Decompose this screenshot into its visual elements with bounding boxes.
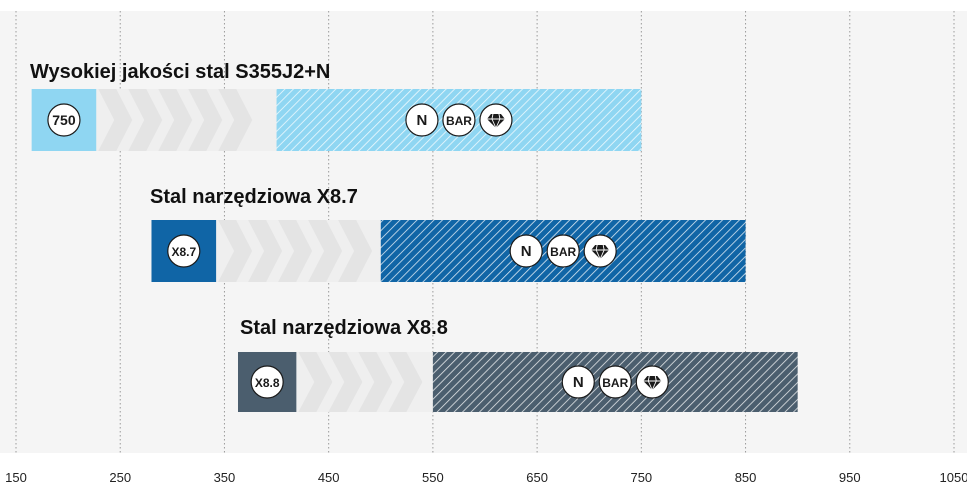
chevron-arrow — [158, 89, 193, 151]
bar-row: Stal narzędziowa X8.8 X8.8 N BAR — [237, 317, 798, 412]
x-tick-label: 950 — [839, 470, 861, 485]
badge-label: 750 — [52, 112, 76, 128]
icon-label: BAR — [602, 376, 628, 390]
chevron-arrow — [218, 89, 253, 151]
icon-group: N BAR — [509, 234, 617, 268]
x-axis-ticks: 150 250 350 450 550 650 750 850 950 1050 — [5, 470, 967, 485]
row-title: Wysokiej jakości stal S355J2+N — [30, 61, 330, 83]
bar-form-icon: BAR — [546, 234, 580, 268]
chevron-arrow — [218, 220, 253, 282]
x-tick-label: 150 — [5, 470, 27, 485]
icon-label: N — [573, 374, 584, 391]
icon-group: N BAR — [405, 103, 513, 137]
chevron-arrow — [128, 89, 163, 151]
normalized-icon: N — [509, 234, 543, 268]
chevron-track — [216, 220, 381, 282]
x-tick-label: 850 — [735, 470, 757, 485]
normalized-icon: N — [405, 103, 439, 137]
icon-label: N — [521, 243, 532, 260]
x-tick-label: 1050 — [940, 470, 967, 485]
bar-form-icon: BAR — [442, 103, 476, 137]
chevron-arrow — [358, 352, 393, 412]
chevron-arrow — [98, 89, 133, 151]
chevron-arrow — [298, 352, 333, 412]
x-tick-label: 750 — [630, 470, 652, 485]
chevron-arrow — [328, 352, 363, 412]
badge-circle — [167, 234, 201, 268]
bar-form-icon: BAR — [598, 365, 632, 399]
row-title: Stal narzędziowa X8.7 — [150, 186, 358, 208]
chevron-arrow — [338, 220, 373, 282]
row-title: Stal narzędziowa X8.8 — [240, 317, 448, 339]
badge-label: X8.7 — [171, 245, 196, 259]
icon-label: N — [417, 112, 428, 129]
x-tick-label: 550 — [422, 470, 444, 485]
icon-label: BAR — [446, 114, 472, 128]
x-tick-label: 250 — [109, 470, 131, 485]
chevron-track — [96, 89, 277, 151]
icon-group: N BAR — [561, 365, 669, 399]
icon-label: BAR — [550, 245, 576, 259]
normalized-icon: N — [561, 365, 595, 399]
chevron-arrow — [388, 352, 423, 412]
chevron-arrow — [188, 89, 223, 151]
chevron-track — [296, 352, 433, 412]
badge-circle — [250, 365, 284, 399]
badge-circle — [47, 103, 81, 137]
badge-label: X8.8 — [255, 376, 280, 390]
diamond-icon — [635, 365, 669, 399]
diamond-icon — [583, 234, 617, 268]
x-tick-label: 650 — [526, 470, 548, 485]
chevron-arrow — [278, 220, 313, 282]
x-tick-label: 350 — [214, 470, 236, 485]
bar-row: Stal narzędziowa X8.7 X8.7 N BAR — [150, 186, 746, 282]
bar-row: Wysokiej jakości stal S355J2+N 750 N BAR — [30, 61, 642, 151]
chevron-arrow — [248, 220, 283, 282]
diamond-icon — [479, 103, 513, 137]
chevron-arrow — [308, 220, 343, 282]
x-tick-label: 450 — [318, 470, 340, 485]
